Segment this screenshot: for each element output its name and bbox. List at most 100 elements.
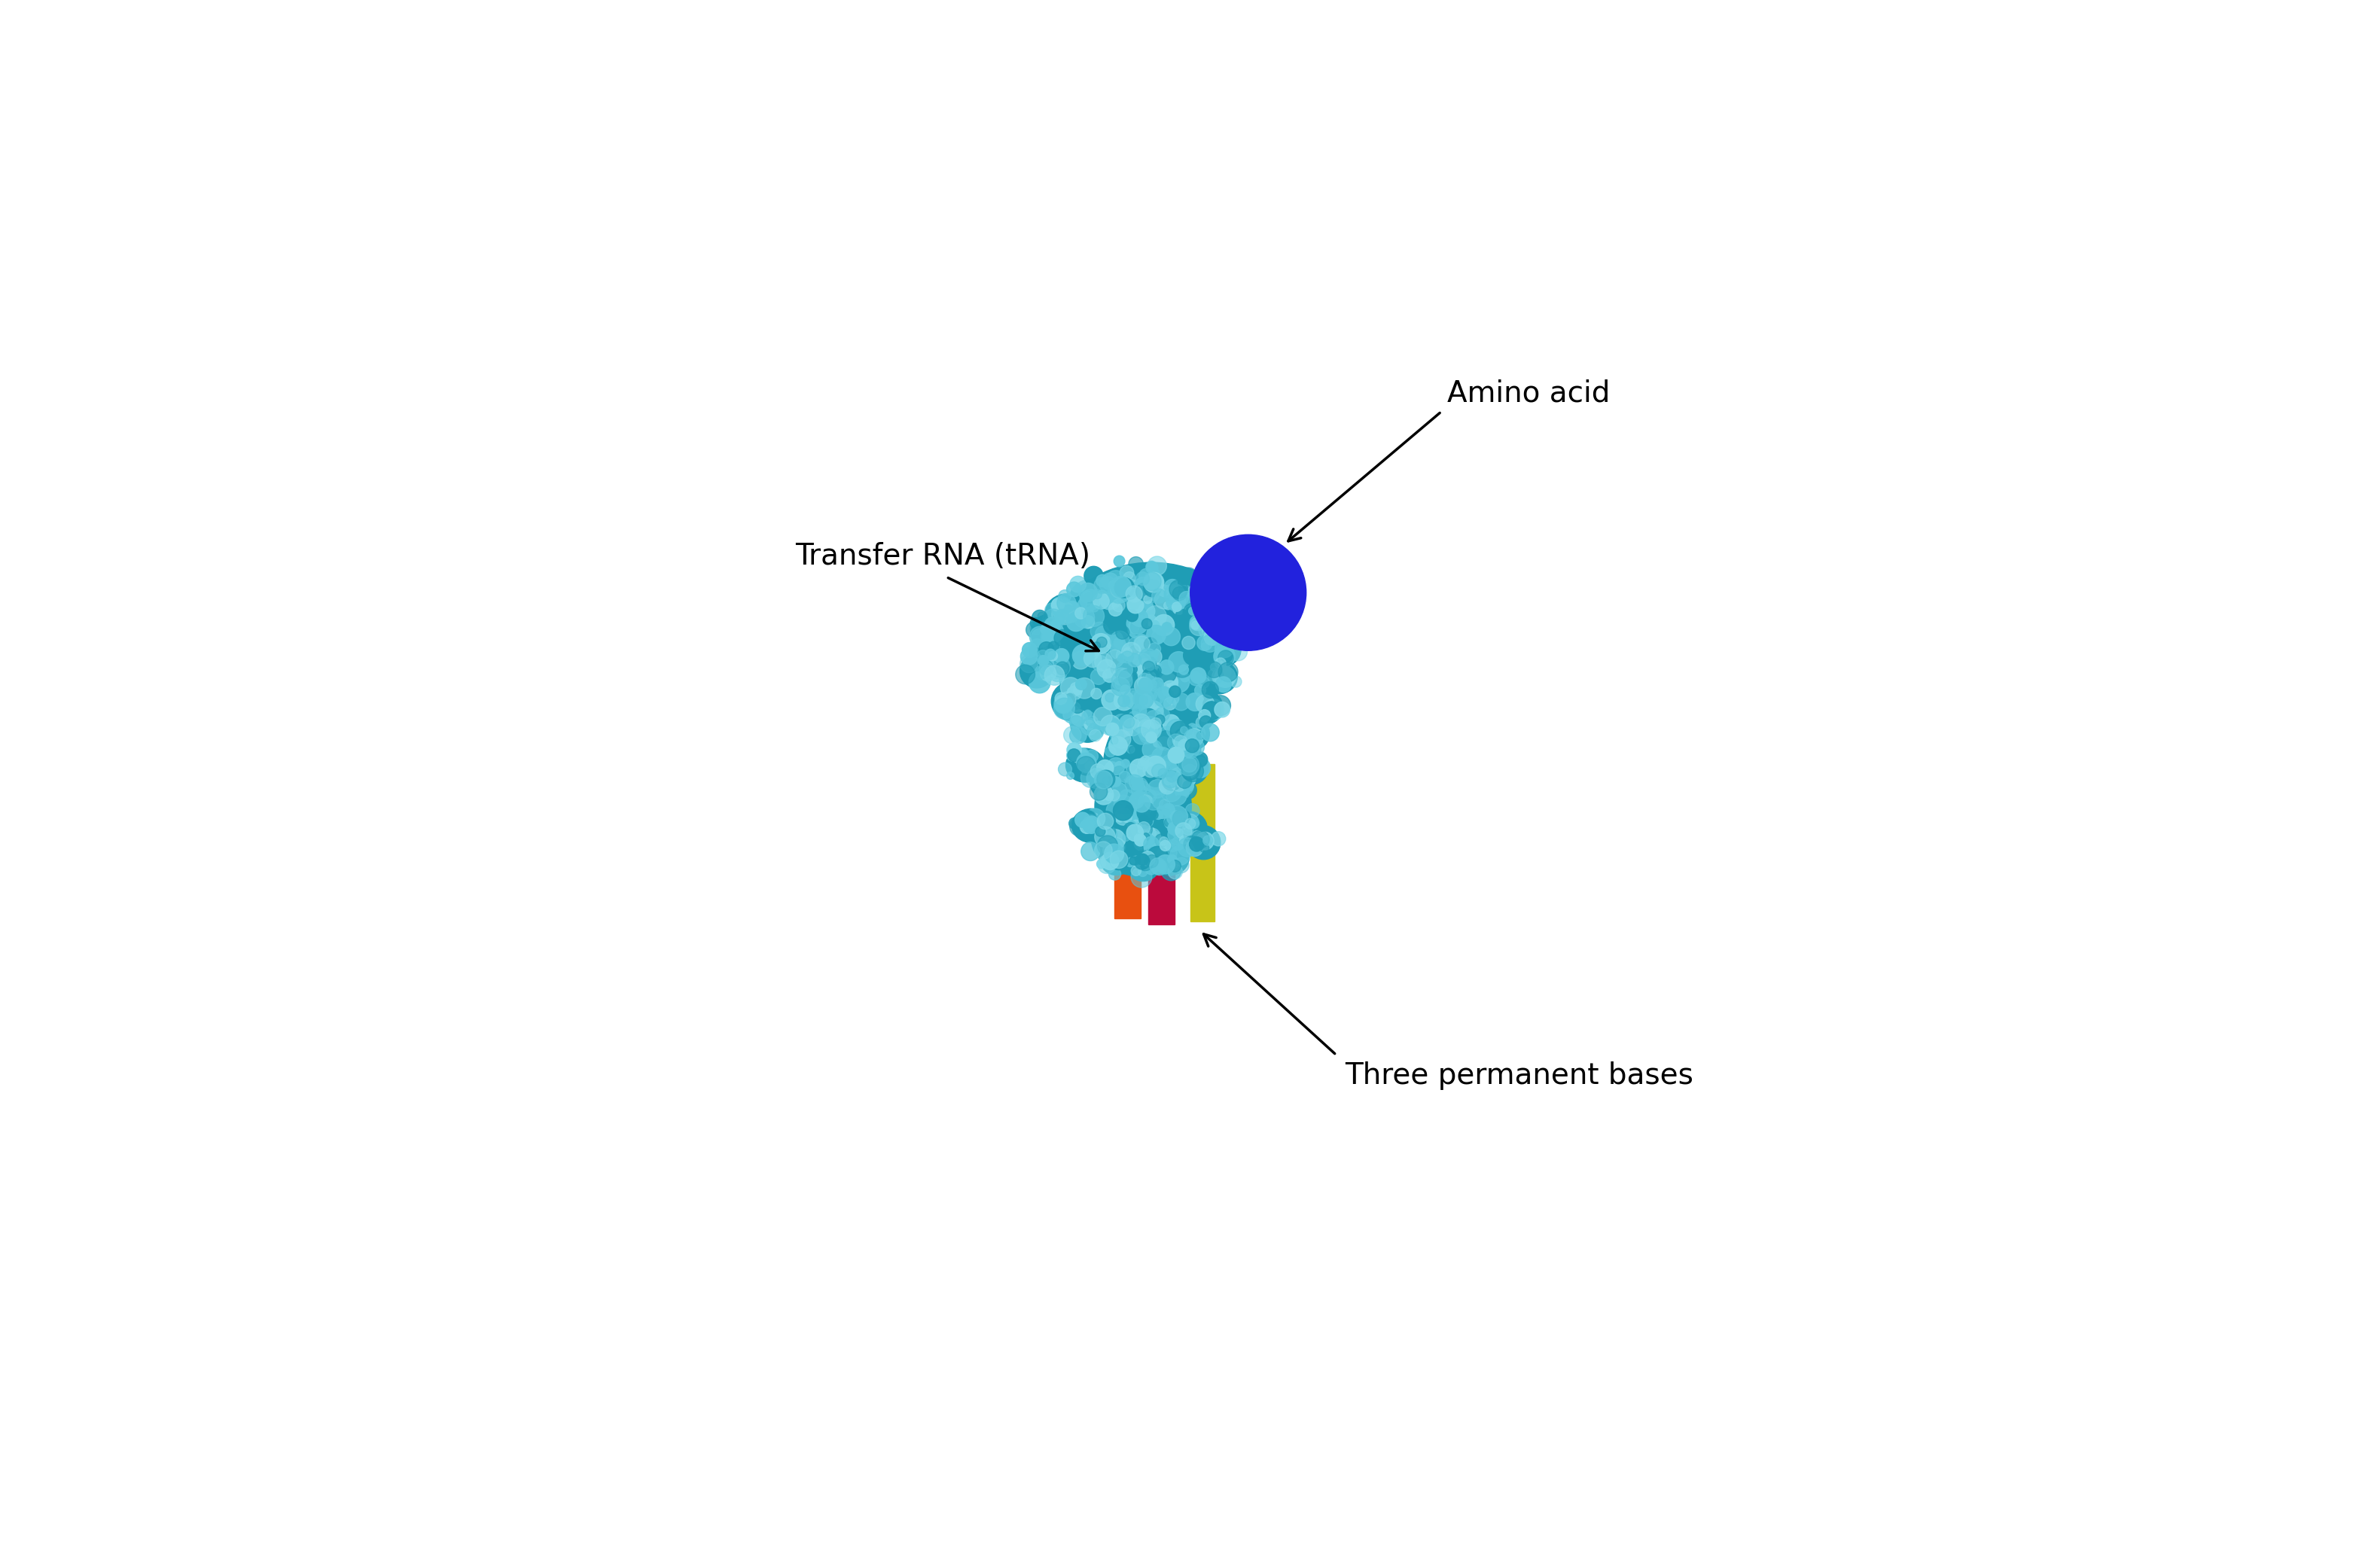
Circle shape <box>1092 590 1101 599</box>
Circle shape <box>1127 712 1141 724</box>
Circle shape <box>1200 844 1209 853</box>
Circle shape <box>1141 627 1151 638</box>
Circle shape <box>1129 814 1144 826</box>
Circle shape <box>1148 643 1160 655</box>
Circle shape <box>1169 753 1188 771</box>
Ellipse shape <box>1019 654 1054 688</box>
Circle shape <box>1134 677 1153 695</box>
Circle shape <box>1167 693 1179 704</box>
Circle shape <box>1162 748 1176 760</box>
Circle shape <box>1052 659 1068 677</box>
Circle shape <box>1129 792 1148 811</box>
Circle shape <box>1021 648 1038 665</box>
Circle shape <box>1214 646 1235 666</box>
Circle shape <box>1172 602 1181 612</box>
Circle shape <box>1136 721 1158 742</box>
Circle shape <box>1122 840 1144 859</box>
Circle shape <box>1217 665 1231 681</box>
Circle shape <box>1052 605 1071 624</box>
Circle shape <box>1158 731 1174 748</box>
Circle shape <box>1132 616 1148 632</box>
Circle shape <box>1068 818 1080 829</box>
Circle shape <box>1198 635 1212 651</box>
Circle shape <box>1078 753 1096 773</box>
Circle shape <box>1181 740 1188 750</box>
Circle shape <box>1167 771 1176 782</box>
Circle shape <box>1191 757 1209 778</box>
Circle shape <box>1179 574 1195 591</box>
Circle shape <box>1141 833 1151 840</box>
Circle shape <box>1134 637 1151 652</box>
Circle shape <box>1085 710 1092 718</box>
Circle shape <box>1181 637 1195 649</box>
Circle shape <box>1075 607 1087 619</box>
Circle shape <box>1209 622 1226 640</box>
Circle shape <box>1144 660 1155 671</box>
Circle shape <box>1122 834 1129 840</box>
Circle shape <box>1176 729 1195 748</box>
Ellipse shape <box>1181 594 1224 632</box>
Circle shape <box>1094 770 1115 792</box>
Circle shape <box>1151 746 1172 768</box>
Circle shape <box>1169 673 1188 693</box>
Circle shape <box>1139 583 1160 604</box>
Circle shape <box>1219 640 1233 654</box>
Circle shape <box>1139 764 1153 778</box>
Circle shape <box>1186 818 1195 829</box>
Circle shape <box>1122 759 1129 768</box>
Circle shape <box>1144 616 1160 633</box>
Circle shape <box>1167 585 1184 602</box>
Circle shape <box>1169 775 1188 792</box>
Circle shape <box>1111 671 1132 691</box>
Circle shape <box>1217 662 1228 673</box>
Circle shape <box>1167 855 1176 864</box>
Circle shape <box>1144 858 1158 872</box>
Circle shape <box>1132 851 1151 869</box>
Circle shape <box>1104 616 1120 632</box>
Circle shape <box>1078 748 1089 759</box>
Circle shape <box>1059 590 1071 602</box>
Circle shape <box>1191 831 1202 842</box>
Circle shape <box>1080 820 1094 834</box>
Ellipse shape <box>1092 800 1193 877</box>
Circle shape <box>1169 685 1181 698</box>
Circle shape <box>1148 759 1160 770</box>
Circle shape <box>1160 840 1169 851</box>
Circle shape <box>1224 588 1240 604</box>
Circle shape <box>1059 762 1071 776</box>
Circle shape <box>1071 699 1085 713</box>
Circle shape <box>1073 748 1089 764</box>
Circle shape <box>1176 742 1188 753</box>
Circle shape <box>1113 721 1132 742</box>
Circle shape <box>1066 693 1075 702</box>
Circle shape <box>1136 659 1155 677</box>
Circle shape <box>1042 621 1054 635</box>
Circle shape <box>1115 681 1122 688</box>
Circle shape <box>1096 836 1118 856</box>
Circle shape <box>1146 756 1165 776</box>
Circle shape <box>1064 706 1080 723</box>
Circle shape <box>1085 750 1099 762</box>
Circle shape <box>1141 619 1153 629</box>
Circle shape <box>1176 591 1188 605</box>
Circle shape <box>1139 677 1153 691</box>
Circle shape <box>1195 717 1207 728</box>
Circle shape <box>1139 795 1153 809</box>
Circle shape <box>1106 649 1125 668</box>
Circle shape <box>1066 743 1082 757</box>
Circle shape <box>1071 764 1080 773</box>
Ellipse shape <box>1071 579 1113 618</box>
Circle shape <box>1080 593 1089 602</box>
Circle shape <box>1153 811 1162 820</box>
Circle shape <box>1205 637 1221 652</box>
Circle shape <box>1158 665 1176 684</box>
Circle shape <box>1179 591 1195 607</box>
Circle shape <box>1146 767 1158 779</box>
Circle shape <box>1198 710 1209 721</box>
Circle shape <box>1139 717 1160 737</box>
Circle shape <box>1132 712 1148 728</box>
Circle shape <box>1045 649 1056 660</box>
Circle shape <box>1191 833 1202 844</box>
Circle shape <box>1148 770 1162 787</box>
Circle shape <box>1146 663 1165 684</box>
